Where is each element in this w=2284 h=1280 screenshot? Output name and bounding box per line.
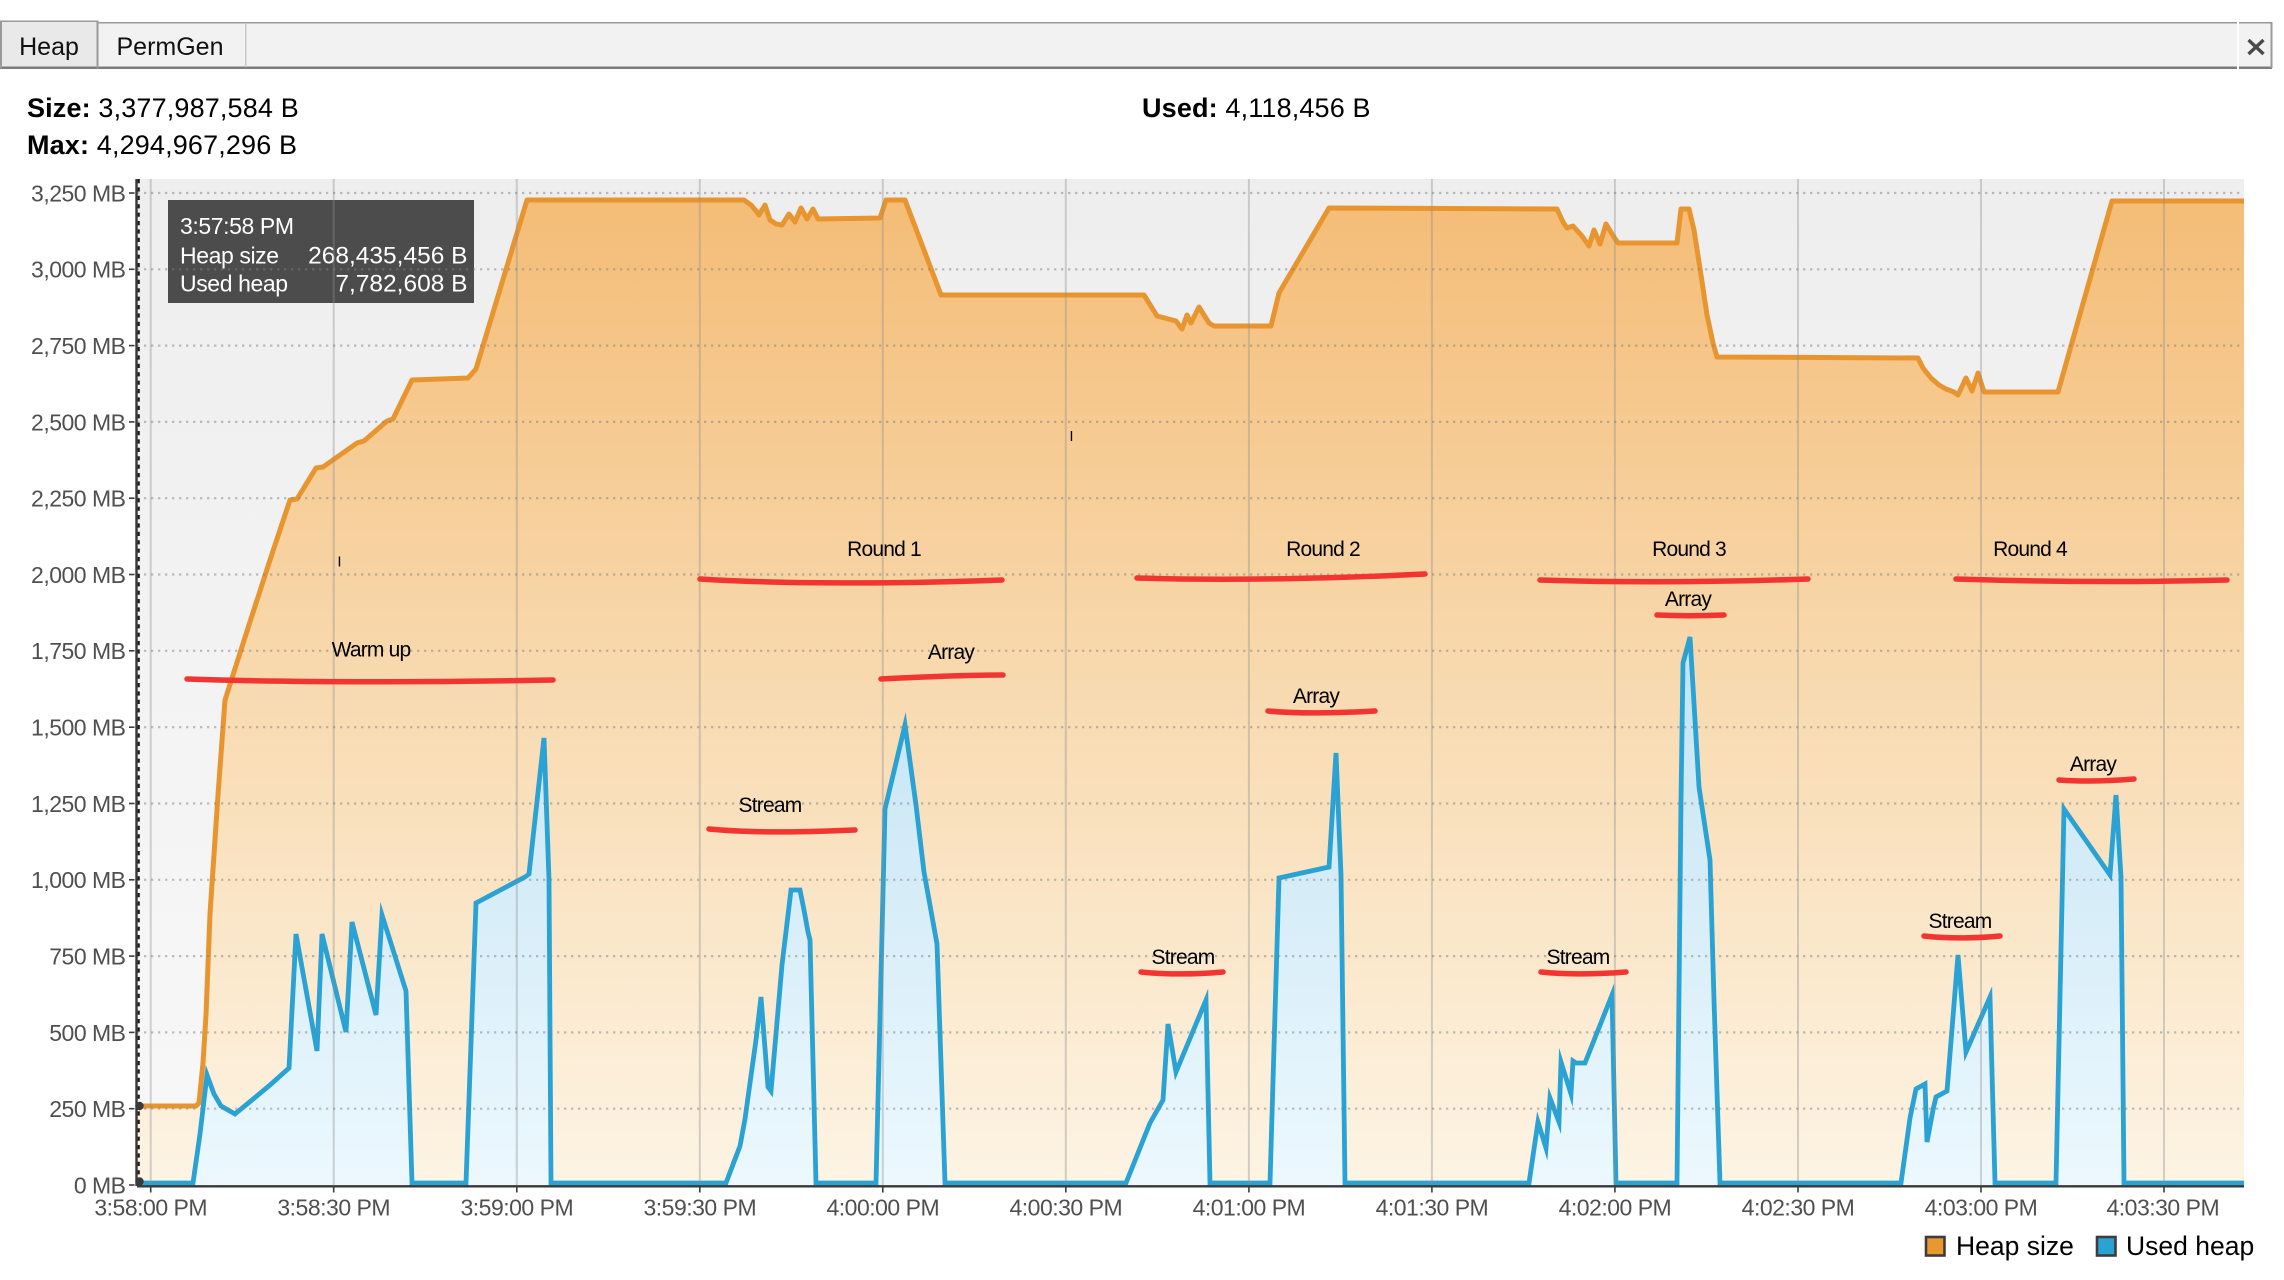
svg-text:PermGen: PermGen bbox=[117, 33, 224, 61]
svg-text:Stream: Stream bbox=[1547, 946, 1610, 969]
svg-text:Used: 4,118,456 B: Used: 4,118,456 B bbox=[1142, 93, 1371, 123]
svg-text:250 MB: 250 MB bbox=[49, 1096, 125, 1122]
svg-text:3:59:00 PM: 3:59:00 PM bbox=[460, 1195, 573, 1221]
svg-text:3:57:58 PM: 3:57:58 PM bbox=[180, 213, 294, 239]
svg-text:Stream: Stream bbox=[739, 794, 802, 817]
svg-text:268,435,456 B: 268,435,456 B bbox=[308, 243, 467, 270]
svg-text:1,250 MB: 1,250 MB bbox=[31, 791, 126, 817]
svg-text:1,000 MB: 1,000 MB bbox=[31, 867, 126, 893]
svg-text:2,000 MB: 2,000 MB bbox=[31, 562, 126, 588]
svg-text:3:59:30 PM: 3:59:30 PM bbox=[643, 1195, 756, 1221]
svg-text:1,750 MB: 1,750 MB bbox=[31, 638, 126, 664]
svg-text:4:00:30 PM: 4:00:30 PM bbox=[1009, 1195, 1122, 1221]
svg-text:Used heap: Used heap bbox=[2126, 1231, 2254, 1261]
svg-text:1,500 MB: 1,500 MB bbox=[31, 715, 126, 741]
svg-text:2,500 MB: 2,500 MB bbox=[31, 409, 126, 435]
svg-text:I: I bbox=[1069, 428, 1072, 445]
svg-text:Heap size: Heap size bbox=[180, 243, 279, 269]
svg-text:4:02:30 PM: 4:02:30 PM bbox=[1742, 1195, 1855, 1221]
svg-text:I: I bbox=[337, 554, 340, 571]
svg-text:4:02:00 PM: 4:02:00 PM bbox=[1559, 1195, 1672, 1221]
svg-text:4:03:30 PM: 4:03:30 PM bbox=[2106, 1195, 2219, 1221]
svg-text:Array: Array bbox=[1293, 685, 1340, 708]
svg-text:Max: 4,294,967,296 B: Max: 4,294,967,296 B bbox=[27, 130, 297, 160]
svg-text:Warm up: Warm up bbox=[332, 639, 411, 662]
svg-text:2,250 MB: 2,250 MB bbox=[31, 486, 126, 512]
svg-text:3,250 MB: 3,250 MB bbox=[31, 180, 126, 206]
svg-text:4:00:00 PM: 4:00:00 PM bbox=[826, 1195, 939, 1221]
svg-text:7,782,608 B: 7,782,608 B bbox=[335, 271, 467, 298]
svg-text:3,000 MB: 3,000 MB bbox=[31, 257, 126, 283]
svg-text:Stream: Stream bbox=[1929, 910, 1992, 933]
svg-text:Round 3: Round 3 bbox=[1652, 538, 1726, 561]
svg-text:Heap: Heap bbox=[19, 33, 79, 61]
svg-text:3:58:30 PM: 3:58:30 PM bbox=[277, 1195, 390, 1221]
svg-text:3:58:00 PM: 3:58:00 PM bbox=[94, 1195, 207, 1221]
svg-text:2,750 MB: 2,750 MB bbox=[31, 333, 126, 359]
svg-text:0 MB: 0 MB bbox=[74, 1172, 126, 1198]
svg-text:4:01:30 PM: 4:01:30 PM bbox=[1376, 1195, 1489, 1221]
svg-text:Array: Array bbox=[2070, 753, 2117, 776]
svg-text:Used heap: Used heap bbox=[180, 271, 288, 297]
svg-text:750 MB: 750 MB bbox=[49, 944, 125, 970]
svg-text:Array: Array bbox=[1665, 588, 1712, 611]
svg-text:Round 1: Round 1 bbox=[847, 538, 921, 561]
svg-text:Array: Array bbox=[928, 641, 975, 664]
svg-text:Round 2: Round 2 bbox=[1286, 538, 1360, 561]
svg-text:Size: 3,377,987,584 B: Size: 3,377,987,584 B bbox=[27, 93, 299, 123]
svg-text:Heap size: Heap size bbox=[1956, 1231, 2074, 1261]
svg-text:4:03:00 PM: 4:03:00 PM bbox=[1925, 1195, 2038, 1221]
svg-text:500 MB: 500 MB bbox=[49, 1020, 125, 1046]
svg-text:4:01:00 PM: 4:01:00 PM bbox=[1193, 1195, 1306, 1221]
svg-text:Round 4: Round 4 bbox=[1993, 538, 2068, 561]
svg-text:Stream: Stream bbox=[1152, 946, 1215, 969]
